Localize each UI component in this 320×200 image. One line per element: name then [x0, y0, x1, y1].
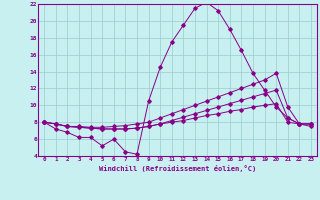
X-axis label: Windchill (Refroidissement éolien,°C): Windchill (Refroidissement éolien,°C): [99, 165, 256, 172]
